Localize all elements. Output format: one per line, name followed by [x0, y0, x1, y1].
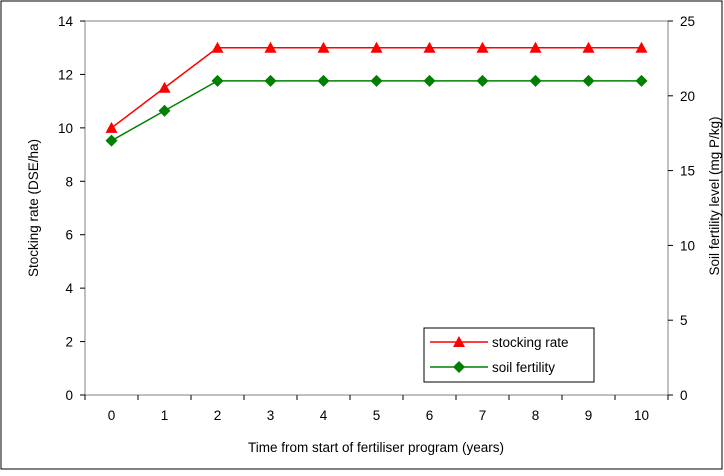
x-tick-label: 7 — [479, 408, 487, 423]
x-axis: 0 1 2 3 4 5 6 7 8 9 10 — [84, 395, 669, 423]
stocking-rate-point — [582, 41, 595, 53]
soil-fertility-point — [423, 74, 436, 87]
stocking-rate-point — [529, 41, 542, 53]
soil-fertility-point — [582, 74, 595, 87]
x-tick-label: 0 — [108, 408, 116, 423]
stocking-rate-point — [158, 81, 171, 93]
y-right-tick-label: 20 — [680, 89, 695, 104]
y-axis-right: 0 5 10 15 20 25 — [668, 14, 695, 403]
x-tick-label: 8 — [532, 408, 540, 423]
y-axis-right-label: Soil fertility level (mg P/kg) — [707, 116, 722, 275]
soil-fertility-point — [529, 74, 542, 87]
soil-fertility-point — [476, 74, 489, 87]
y-left-tick-label: 12 — [58, 67, 73, 82]
series-layer — [105, 41, 648, 147]
x-tick-label: 9 — [585, 408, 593, 423]
legend-stocking-rate-marker — [453, 336, 465, 347]
y-axis-left-label: Stocking rate (DSE/ha) — [26, 139, 41, 277]
stocking-rate-point — [635, 41, 648, 53]
y-left-tick-label: 14 — [58, 14, 74, 29]
y-left-tick-label: 8 — [65, 174, 73, 189]
x-axis-label: Time from start of fertiliser program (y… — [248, 440, 504, 455]
stocking-rate-point — [105, 121, 118, 133]
x-tick-label: 6 — [426, 408, 434, 423]
y-right-tick-label: 15 — [680, 164, 695, 179]
stocking-rate-point — [423, 41, 436, 53]
stocking-rate-point — [211, 41, 224, 53]
x-tick-label: 3 — [267, 408, 275, 423]
y-right-tick-label: 10 — [680, 238, 695, 253]
y-right-tick-label: 25 — [680, 14, 695, 29]
soil-fertility-point — [158, 104, 171, 117]
legend: stocking rate soil fertility — [423, 327, 595, 383]
soil-fertility-point — [105, 134, 118, 147]
x-tick-label: 1 — [161, 408, 169, 423]
stocking-rate-point — [317, 41, 330, 53]
legend-soil-fertility-label: soil fertility — [492, 360, 555, 375]
soil-fertility-point — [211, 74, 224, 87]
y-left-tick-label: 2 — [65, 335, 73, 350]
x-tick-label: 5 — [373, 408, 381, 423]
soil-fertility-point — [370, 74, 383, 87]
legend-box — [423, 327, 595, 383]
y-axis-left: 0 2 4 6 8 10 12 14 — [58, 14, 85, 403]
soil-fertility-point — [264, 74, 277, 87]
y-right-tick-label: 0 — [680, 388, 688, 403]
plot-area — [84, 20, 669, 396]
legend-soil-fertility-marker — [453, 361, 465, 373]
stocking-rate-point — [476, 41, 489, 53]
x-tick-label: 2 — [214, 408, 222, 423]
soil-fertility-point — [317, 74, 330, 87]
legend-stocking-rate-label: stocking rate — [492, 335, 569, 350]
soil-fertility-point — [635, 74, 648, 87]
y-right-tick-label: 5 — [680, 313, 688, 328]
y-left-tick-label: 4 — [65, 281, 73, 296]
stocking-rate-point — [370, 41, 383, 53]
legend-entries: stocking rate soil fertility — [430, 335, 569, 375]
stocking-rate-point — [264, 41, 277, 53]
x-tick-label: 10 — [634, 408, 649, 423]
y-left-tick-label: 10 — [58, 121, 73, 136]
x-tick-label: 4 — [320, 408, 328, 423]
y-left-tick-label: 6 — [65, 228, 73, 243]
y-left-tick-label: 0 — [65, 388, 73, 403]
